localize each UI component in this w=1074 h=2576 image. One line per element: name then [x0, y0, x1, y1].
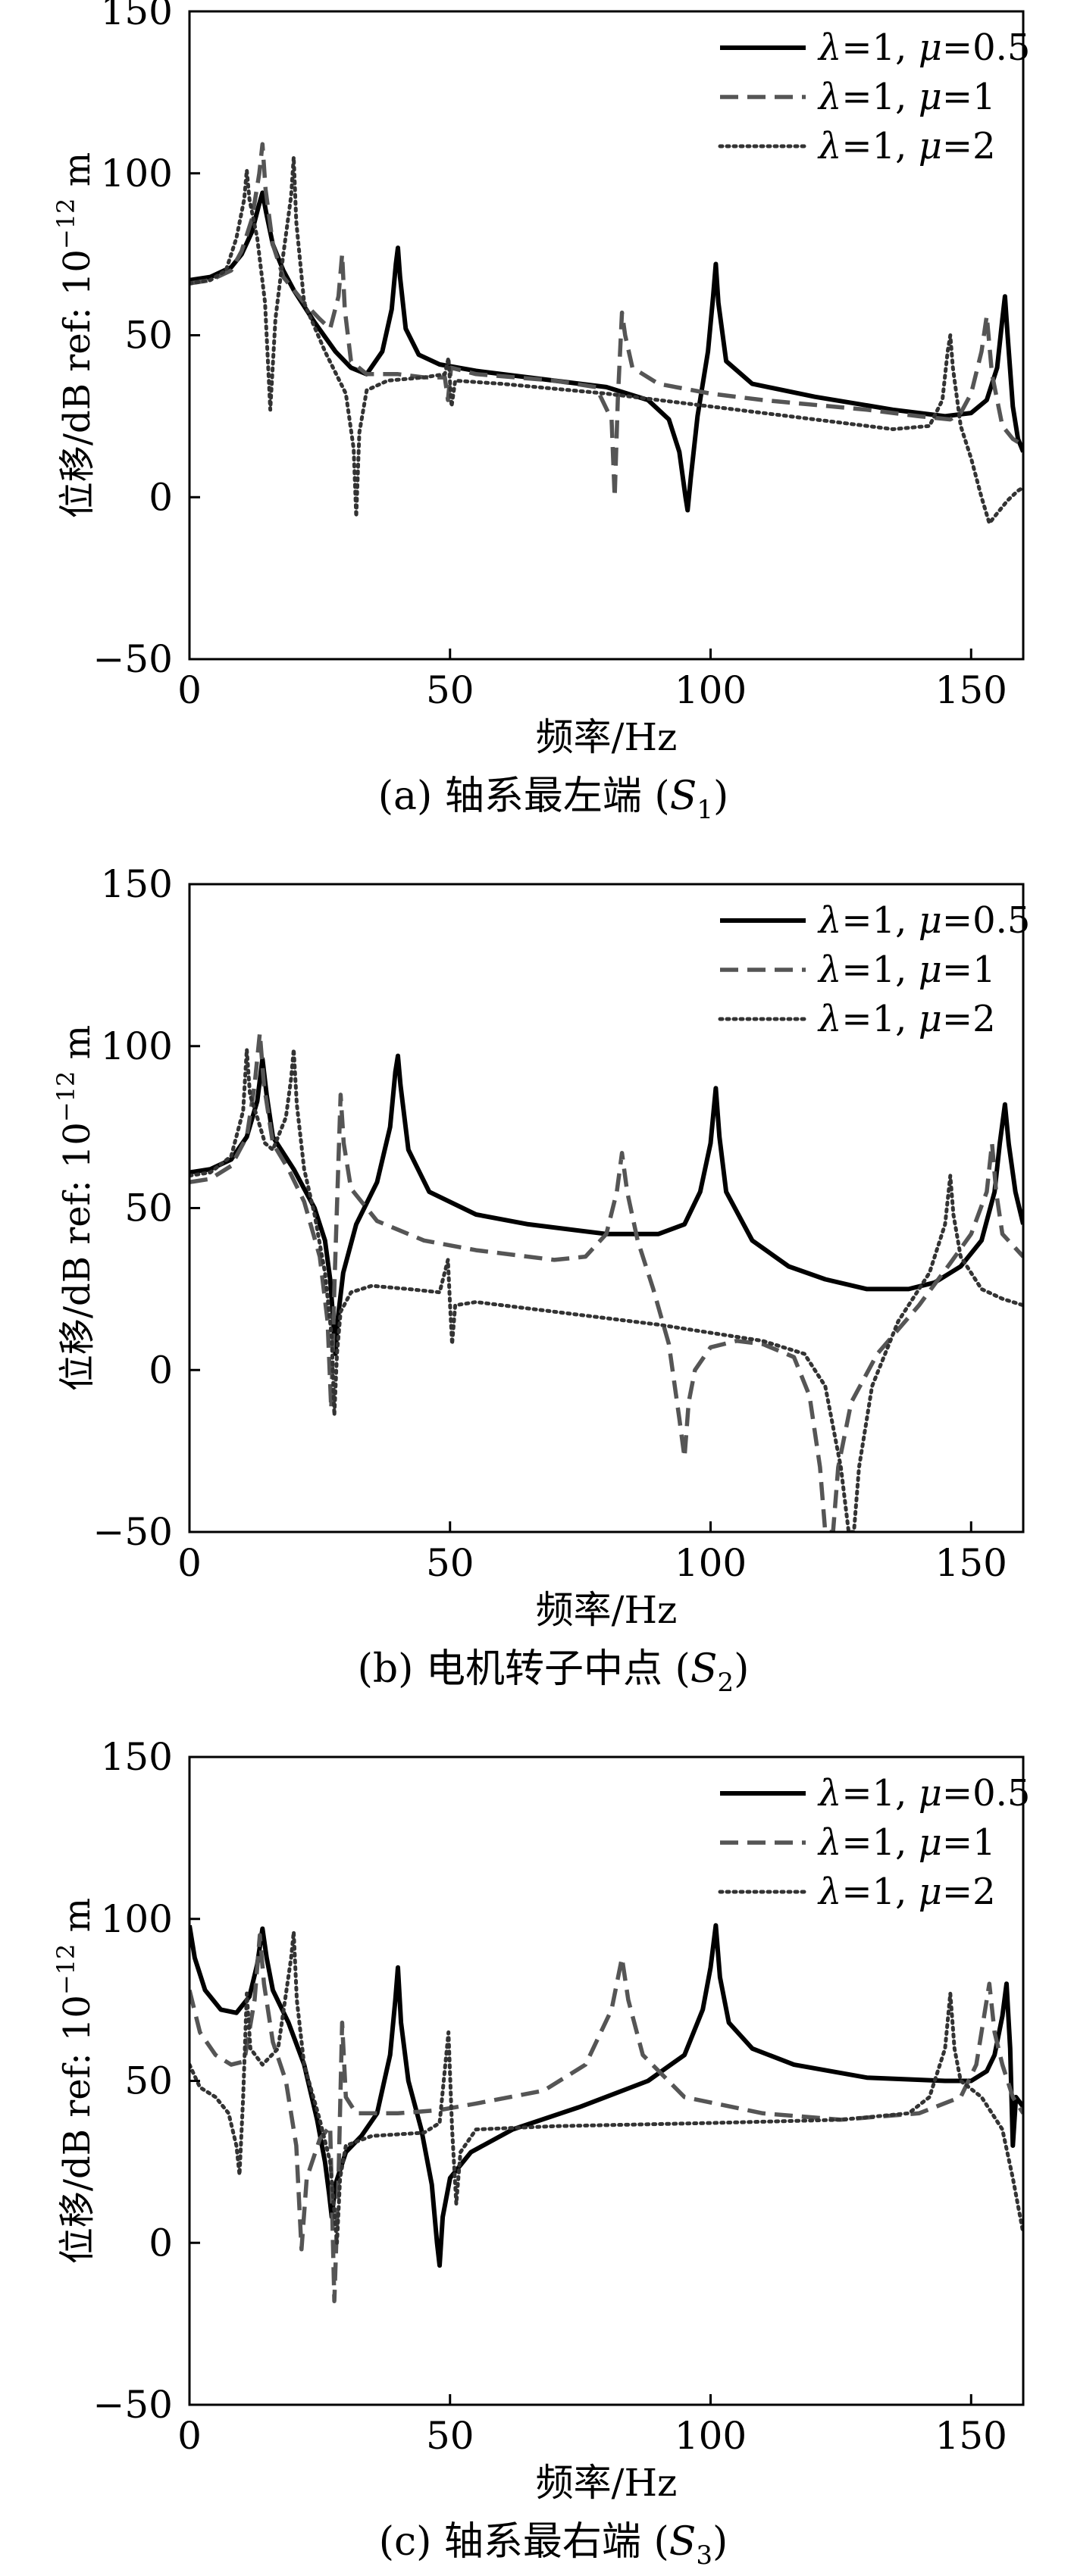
y-tick-label: −50 [92, 2383, 173, 2427]
x-axis-label: 频率/Hz [536, 1588, 678, 1632]
x-axis-label: 频率/Hz [536, 2461, 678, 2505]
y-tick-label: 100 [101, 1897, 173, 1941]
y-tick-label: 150 [101, 0, 173, 33]
series-line-solid [189, 1053, 1023, 1356]
legend-label: λ=1, μ=1 [817, 949, 996, 991]
x-tick-label: 150 [935, 2414, 1007, 2458]
y-tick-label: 0 [149, 2221, 173, 2265]
y-axis-label: 位移/dB ref: 10−12 m [52, 1898, 99, 2264]
legend-label: λ=1, μ=0.5 [817, 899, 1030, 942]
legend-label: λ=1, μ=1 [817, 1821, 996, 1864]
panel-caption: (c) 轴系最右端 (S3) [379, 2519, 728, 2571]
y-tick-label: 0 [149, 475, 173, 519]
x-tick-label: 0 [177, 668, 202, 712]
x-tick-label: 150 [935, 668, 1007, 712]
y-tick-label: −50 [92, 637, 173, 681]
panel-caption: (b) 电机转子中点 (S2) [358, 1646, 750, 1698]
y-tick-label: 150 [101, 862, 173, 906]
series-group [189, 1923, 1023, 2303]
series-line-solid [189, 1923, 1023, 2268]
series-line-dashed [189, 142, 1023, 500]
y-axis-label: 位移/dB ref: 10−12 m [52, 152, 99, 518]
legend-label: λ=1, μ=2 [817, 125, 996, 167]
series-line-dashed [189, 1030, 1023, 1532]
x-tick-label: 0 [177, 1541, 202, 1585]
y-axis-label: 位移/dB ref: 10−12 m [52, 1025, 99, 1391]
x-tick-label: 100 [675, 2414, 747, 2458]
x-tick-label: 50 [426, 1541, 474, 1585]
x-tick-label: 100 [675, 668, 747, 712]
y-tick-label: 0 [149, 1348, 173, 1392]
y-tick-label: 100 [101, 152, 173, 195]
legend-label: λ=1, μ=1 [817, 76, 996, 118]
y-tick-label: −50 [92, 1510, 173, 1554]
y-tick-label: 100 [101, 1024, 173, 1068]
legend-label: λ=1, μ=0.5 [817, 1772, 1030, 1815]
panel-caption: (a) 轴系最左端 (S1) [378, 774, 729, 825]
legend-label: λ=1, μ=0.5 [817, 27, 1030, 69]
legend-label: λ=1, μ=2 [817, 1871, 996, 1913]
x-tick-label: 50 [426, 668, 474, 712]
series-line-dotted [189, 1930, 1023, 2245]
y-tick-label: 50 [124, 314, 173, 358]
series-line-dotted [189, 155, 1023, 525]
series-group [189, 1030, 1023, 1532]
y-tick-label: 150 [101, 1735, 173, 1779]
y-tick-label: 50 [124, 1186, 173, 1230]
series-line-solid [189, 190, 1023, 513]
x-axis-label: 频率/Hz [536, 715, 678, 759]
x-tick-label: 150 [935, 1541, 1007, 1585]
x-tick-label: 100 [675, 1541, 747, 1585]
series-group [189, 142, 1023, 525]
x-tick-label: 0 [177, 2414, 202, 2458]
y-tick-label: 50 [124, 2059, 173, 2103]
x-tick-label: 50 [426, 2414, 474, 2458]
legend-label: λ=1, μ=2 [817, 998, 996, 1040]
series-line-dotted [189, 1047, 1023, 1532]
